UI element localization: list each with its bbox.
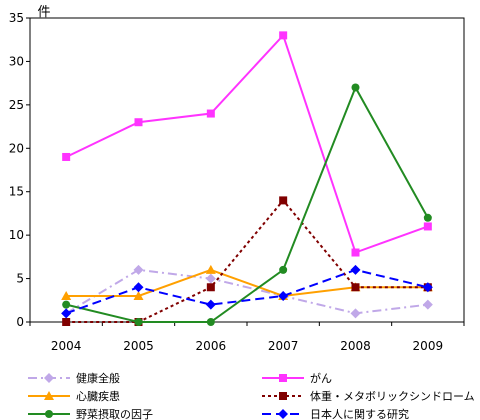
series-line (65, 268, 429, 315)
data-point (133, 282, 144, 293)
data-point (62, 318, 71, 326)
y-tick-label: 30 (9, 54, 24, 68)
y-tick-label: 25 (9, 98, 24, 112)
data-point (62, 300, 71, 309)
y-tick-label: 35 (9, 11, 24, 25)
legend-marker (279, 392, 287, 400)
data-point (279, 31, 288, 40)
series-line (65, 85, 429, 323)
data-point (61, 290, 72, 300)
plot-area (29, 17, 465, 323)
series-line (66, 198, 428, 323)
y-tick-label: 15 (9, 185, 24, 199)
data-point (350, 308, 361, 319)
data-point (278, 290, 289, 301)
legend-item: がん (262, 371, 332, 385)
legend-item: 日本人に関する研究 (262, 407, 409, 420)
data-point (423, 213, 432, 222)
legend-label: 体重・メタボリックシンドローム (310, 389, 475, 403)
legend-label: 健康全般 (76, 371, 120, 385)
legend-label: 野菜摂取の因子 (76, 407, 153, 420)
data-point (423, 222, 432, 231)
y-axis: 0 5 10 15 20 25 30 35 (9, 11, 30, 329)
data-point (279, 265, 288, 274)
y-unit-label: 件 (37, 5, 50, 20)
data-point (61, 308, 72, 319)
legend-label: がん (310, 371, 332, 385)
x-tick-label: 2006 (196, 339, 227, 353)
data-point (422, 299, 433, 310)
data-point (134, 318, 143, 326)
series-group (61, 31, 433, 326)
data-point (351, 248, 360, 257)
legend-label: 日本人に関する研究 (310, 407, 409, 420)
legend-marker (44, 391, 54, 400)
y-tick-label: 0 (16, 315, 24, 329)
data-point (205, 264, 216, 274)
legend-marker (278, 409, 288, 419)
legend-marker (45, 410, 53, 418)
data-point (205, 299, 216, 310)
series-5 (62, 83, 432, 326)
data-point (206, 109, 215, 118)
legend-label: 心臓疾患 (76, 389, 120, 403)
x-tick-label: 2008 (340, 339, 371, 353)
data-point (62, 152, 71, 161)
series-line (65, 268, 428, 315)
legend-item: 心臓疾患 (28, 389, 120, 403)
data-point (134, 118, 143, 127)
y-tick-label: 10 (9, 228, 24, 242)
series-6 (61, 264, 433, 319)
data-point (133, 264, 144, 275)
data-point (205, 273, 216, 284)
legend-marker (44, 373, 54, 383)
x-tick-label: 2005 (123, 339, 154, 353)
data-point (206, 318, 215, 326)
data-point (351, 283, 360, 292)
legend-item: 野菜摂取の因子 (28, 407, 153, 420)
data-point (133, 290, 144, 300)
x-tick-label: 2007 (268, 339, 299, 353)
x-axis: 2004 2005 2006 2007 2008 2009 (29, 322, 465, 353)
data-point (350, 264, 361, 275)
legend-item: 体重・メタボリックシンドローム (262, 389, 475, 403)
data-point (279, 196, 288, 205)
data-point (351, 83, 360, 92)
series-2 (62, 31, 432, 257)
legend-marker (279, 374, 287, 382)
y-tick-label: 5 (16, 272, 24, 286)
y-tick-label: 20 (9, 141, 24, 155)
series-line (65, 33, 429, 254)
legend-item: 健康全般 (28, 371, 120, 385)
data-point (422, 282, 433, 293)
x-tick-label: 2004 (51, 339, 82, 353)
data-point (206, 283, 215, 292)
x-tick-label: 2009 (413, 339, 444, 353)
